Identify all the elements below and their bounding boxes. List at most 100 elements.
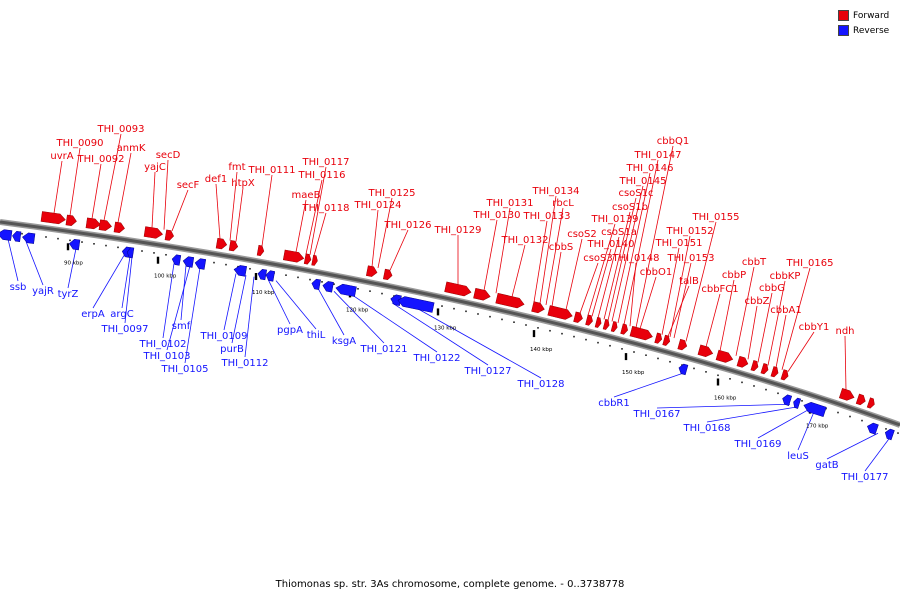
forward-gene [610,321,618,332]
reverse-leader-line [184,267,201,364]
reverse-gene [322,281,334,293]
reverse-leader-line [706,406,799,423]
legend-reverse-label: Reverse [853,25,890,36]
forward-leader-line [579,262,599,314]
minor-tick [621,348,623,350]
reverse-leader-line [223,273,237,331]
gene-label-cbbo1: cbbO1 [640,267,672,278]
minor-tick [729,378,731,380]
forward-leader-line [309,166,327,255]
gene-label-thi_0111: THI_0111 [247,165,295,176]
gene-label-erpa: erpA [81,309,105,320]
minor-tick [801,400,803,402]
forward-leader-line [661,247,680,335]
minor-tick [21,232,23,235]
gene-label-ndh: ndh [835,326,854,337]
minor-tick [885,428,887,430]
forward-leader-line [483,219,498,291]
kbp-tick-label: 150 kbp [622,370,645,376]
gene-label-cbbr1: cbbR1 [598,398,630,409]
forward-gene [303,253,312,265]
reverse-leader-line [826,432,879,460]
forward-gene [143,226,163,239]
forward-gene [473,287,491,301]
gene-label-thi_0109: THI_0109 [199,331,247,342]
forward-leader-line [215,183,221,239]
forward-leader-line [163,159,169,230]
gene-label-thi_0148: THI_0148 [611,253,659,264]
reverse-gene [12,231,22,243]
minor-tick [585,338,587,341]
minor-tick [297,276,299,279]
forward-leader-line [747,305,758,360]
gene-label-thi_0147: THI_0147 [633,150,681,161]
forward-gene [256,244,265,256]
forward-leader-line [767,280,786,366]
minor-tick [321,281,323,283]
forward-gene [228,240,239,252]
gene-label-thi_0134: THI_0134 [531,186,579,197]
minor-tick [153,252,155,254]
gene-label-csos3: csoS3 [583,253,613,264]
reverse-leader-line [166,265,191,351]
forward-gene [715,349,734,363]
reverse-gene [257,268,268,281]
gene-label-thi_0097: THI_0097 [100,324,148,335]
forward-leader-line [235,187,244,242]
forward-gene [98,219,112,231]
kbp-tick-label: 100 kbp [154,274,177,280]
forward-leader-line [639,276,657,329]
reverse-gene [782,394,793,406]
gene-label-yajc: yajC [144,162,166,173]
reverse-leader-line [231,275,247,344]
forward-gene [677,338,688,351]
forward-leader-line [719,279,735,352]
reverse-gene [335,283,357,297]
kbp-tick-label: 120 kbp [346,307,369,313]
gene-label-thi_0140: THI_0140 [586,239,634,250]
forward-leader-line [545,207,564,306]
gene-label-csos2: csoS2 [567,229,597,240]
forward-gene [736,355,749,368]
minor-tick [741,381,743,384]
legend-forward: Forward [838,8,889,23]
forward-leader-line [229,171,238,241]
gene-label-thi_0121: THI_0121 [359,344,407,355]
forward-gene [629,325,653,341]
minor-tick [897,432,899,434]
gene-label-def1: def1 [205,174,227,185]
forward-gene [495,292,525,309]
reverse-gene [311,278,321,291]
reverse-gene [397,296,435,313]
map-caption: Thiomonas sp. str. 3As chromosome, compl… [275,579,625,590]
reverse-leader-line [25,241,44,286]
kbp-tick-label: 110 kbp [252,290,275,296]
gene-label-thi_0167: THI_0167 [632,409,680,420]
minor-tick [477,313,479,315]
forward-leader-line [551,251,562,307]
forward-leader-line [617,172,651,324]
minor-tick [705,371,707,373]
forward-leader-line [103,133,122,221]
minor-tick [333,283,335,285]
reverse-leader-line [275,280,317,330]
gene-label-tyrz: tyrZ [58,289,79,300]
reverse-leader-line [124,256,133,324]
gene-label-cbbt: cbbT [742,257,767,268]
gene-label-cbbs: cbbS [549,242,574,253]
forward-leader-line [607,197,637,321]
forward-gene [697,344,714,357]
forward-swatch [838,10,849,21]
reverse-leader-line [162,263,175,339]
forward-leader-line [705,293,721,348]
forward-gene [573,311,583,323]
minor-tick [681,364,683,366]
gene-label-thil: thiL [307,330,326,341]
gene-label-thi_0103: THI_0103 [142,351,190,362]
reverse-gene [194,258,207,270]
reverse-leader-line [333,291,385,344]
forward-leader-line [305,179,323,255]
forward-leader-line [787,331,815,372]
minor-tick [753,385,755,387]
